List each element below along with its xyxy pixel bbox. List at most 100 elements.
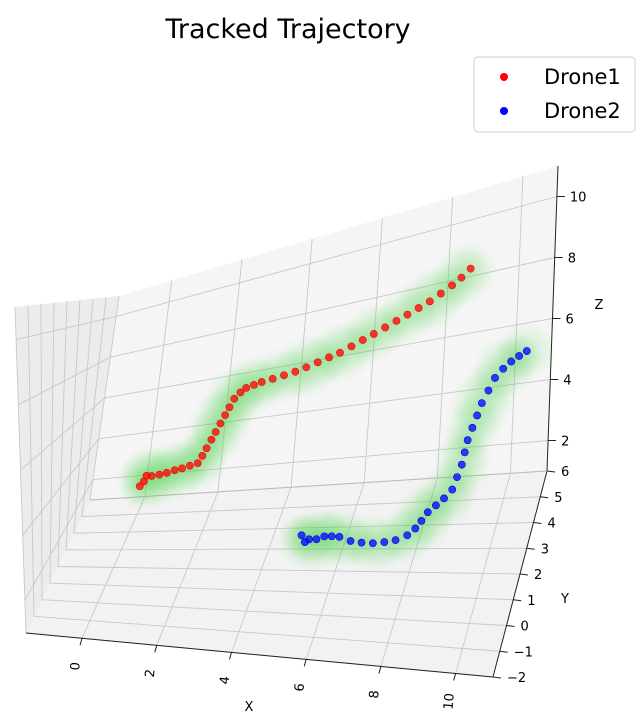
point-drone1 xyxy=(216,419,225,428)
z-tick-label: 10 xyxy=(570,191,587,206)
point-drone1 xyxy=(392,316,401,325)
point-drone2 xyxy=(368,539,377,548)
y-tick-mark xyxy=(546,470,556,473)
z-gridline xyxy=(15,196,558,341)
y-gridline xyxy=(40,304,507,626)
x-tick-label: 8 xyxy=(367,690,383,700)
y-tick-mark xyxy=(492,676,502,679)
point-drone1 xyxy=(425,297,434,306)
x-tick-label: 6 xyxy=(292,683,308,693)
point-drone2 xyxy=(357,538,366,547)
x-tick-mark xyxy=(154,645,158,653)
point-drone1 xyxy=(325,353,333,362)
point-drone1 xyxy=(268,374,277,383)
x-tick-label: 10 xyxy=(441,693,457,711)
point-drone2 xyxy=(463,436,472,445)
point-drone1 xyxy=(466,264,475,273)
point-drone2 xyxy=(499,364,508,373)
point-drone1 xyxy=(236,388,245,397)
point-drone1 xyxy=(381,323,390,332)
point-drone1 xyxy=(291,367,300,376)
y-gridline xyxy=(81,297,541,518)
point-drone1 xyxy=(347,342,356,351)
point-drone2 xyxy=(417,517,426,525)
point-drone2 xyxy=(457,460,466,469)
point-drone2 xyxy=(335,532,344,541)
z-gridline xyxy=(24,440,549,601)
grid-lines xyxy=(14,176,558,678)
y-gridline xyxy=(49,302,514,601)
z-axis-label: Z xyxy=(595,298,604,313)
point-drone2 xyxy=(431,501,440,510)
y-gridline xyxy=(27,305,500,652)
x-tick-label: 0 xyxy=(68,662,84,672)
point-drone2 xyxy=(491,374,499,382)
x-tick-mark xyxy=(303,659,307,667)
point-drone2 xyxy=(320,532,329,541)
point-drone2 xyxy=(468,423,477,432)
point-drone1 xyxy=(457,273,466,282)
y-tick-mark xyxy=(499,650,508,653)
y-tick-label: 6 xyxy=(561,465,569,480)
point-drone2 xyxy=(346,537,355,545)
z-gridline xyxy=(22,379,551,536)
point-drone2 xyxy=(423,508,432,517)
x-tick-mark xyxy=(79,638,83,646)
y-tick-label: −1 xyxy=(514,645,533,660)
y-tick-mark xyxy=(513,599,522,602)
legend-label-drone1: Drone1 xyxy=(544,65,621,89)
y-tick-label: 2 xyxy=(534,568,542,583)
point-drone2 xyxy=(411,524,420,533)
point-drone2 xyxy=(305,535,313,544)
y-tick-mark xyxy=(519,573,529,576)
point-drone1 xyxy=(280,371,288,380)
point-drone1 xyxy=(185,461,194,470)
x-axis-line xyxy=(25,632,494,678)
point-drone2 xyxy=(453,473,461,482)
y-axis-label: Y xyxy=(560,592,569,607)
y-tick-mark xyxy=(506,625,515,627)
point-drone1 xyxy=(250,381,258,389)
legend-marker-drone1 xyxy=(500,73,508,81)
y-tick-label: −2 xyxy=(507,671,526,686)
point-drone1 xyxy=(155,470,164,479)
point-drone1 xyxy=(225,403,234,412)
point-drone1 xyxy=(414,304,423,312)
axis-labels: X Y Z xyxy=(245,298,604,715)
y-tick-mark xyxy=(533,522,542,524)
point-drone1 xyxy=(207,435,216,444)
tick-labels: 0 2 4 6 8 10 −2 −1 0 1 2 3 4 5 6 2 4 6 8 10 xyxy=(68,191,586,711)
point-drone1 xyxy=(202,444,211,453)
point-drone2 xyxy=(507,357,516,366)
point-drone2 xyxy=(327,532,336,541)
y-tick-mark xyxy=(526,547,535,550)
point-drone1 xyxy=(193,459,202,467)
z-tick-label: 8 xyxy=(568,252,576,267)
z-tick-label: 2 xyxy=(561,435,569,450)
data-points xyxy=(135,264,531,548)
point-drone1 xyxy=(403,310,412,319)
point-drone2 xyxy=(473,411,482,420)
point-drone1 xyxy=(336,348,344,357)
x-tick-label: 2 xyxy=(143,669,159,679)
y-tick-label: 0 xyxy=(521,620,529,635)
x-axis-label: X xyxy=(245,700,254,715)
point-drone1 xyxy=(257,378,266,386)
point-drone2 xyxy=(380,538,389,546)
point-drone1 xyxy=(358,336,367,344)
y-tick-label: 5 xyxy=(554,491,562,506)
point-drone1 xyxy=(230,394,239,403)
x-tick-mark xyxy=(228,652,232,660)
point-drone2 xyxy=(522,347,531,355)
point-drone1 xyxy=(436,289,445,298)
y-tick-label: 4 xyxy=(548,517,556,532)
point-drone2 xyxy=(477,399,486,408)
x-tick-mark xyxy=(378,666,382,674)
z-tick-label: 4 xyxy=(563,374,571,389)
point-drone2 xyxy=(403,531,412,540)
point-drone2 xyxy=(391,536,400,545)
point-drone1 xyxy=(302,363,311,372)
x-tick-label: 4 xyxy=(218,676,234,686)
legend-label-drone2: Drone2 xyxy=(544,99,621,123)
